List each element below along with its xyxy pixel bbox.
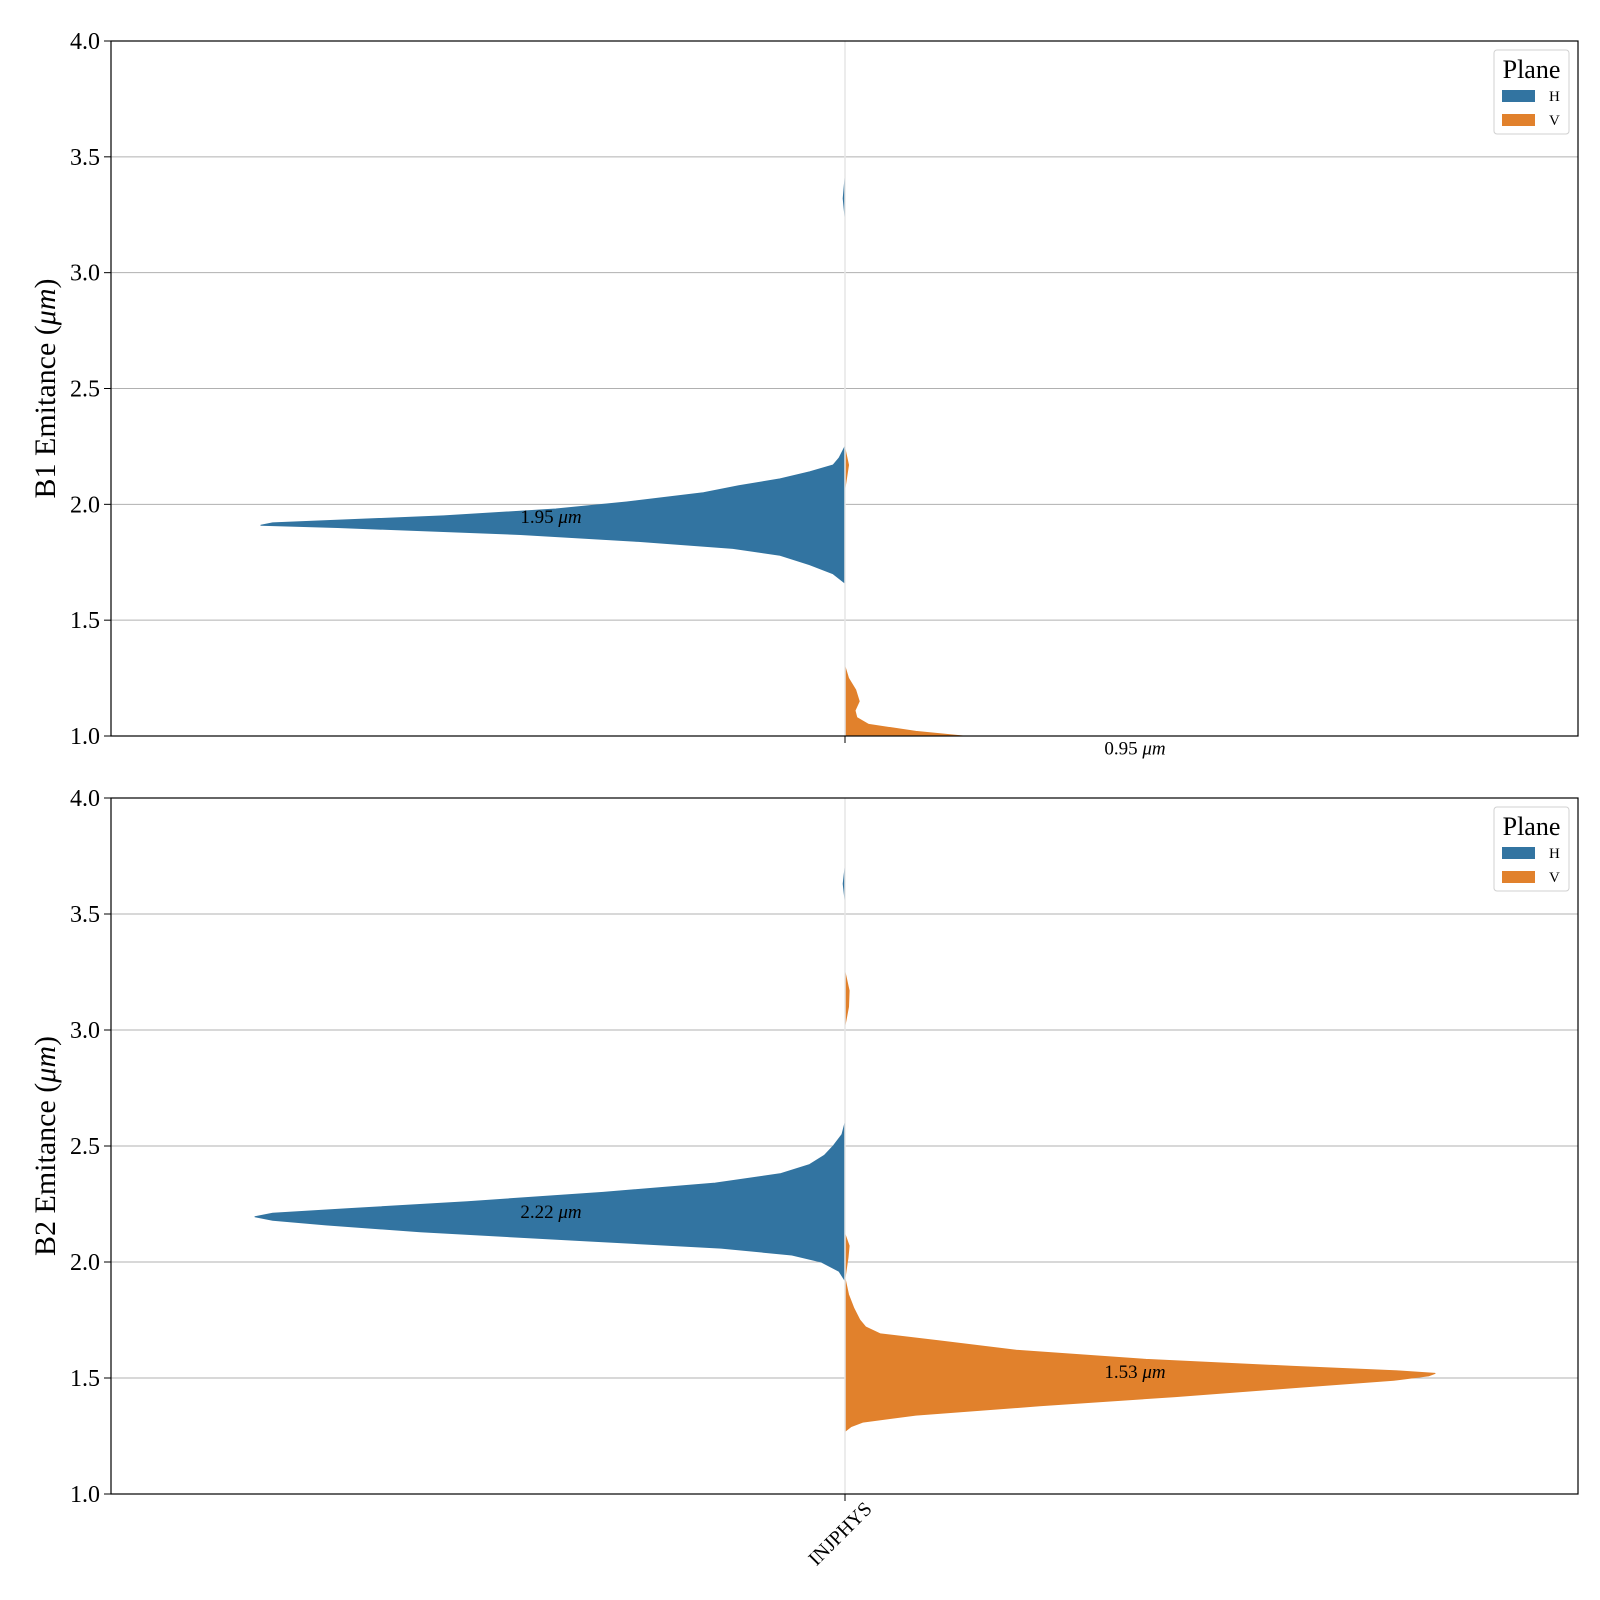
legend-title: Plane: [1503, 55, 1561, 84]
x-tick-label: INJPHYS: [804, 1498, 876, 1570]
median-value: 1.53: [1104, 1362, 1142, 1383]
y-axis-label-close: ): [29, 278, 62, 288]
y-tick-label: 2.5: [70, 1134, 100, 1160]
y-tick-label: 3.0: [70, 261, 100, 287]
legend: Plane HV: [1493, 806, 1570, 892]
panel-b1: 1.01.52.02.53.03.54.0B1 Emitance (μm)1.9…: [29, 29, 1579, 760]
median-value: 1.95: [520, 507, 558, 528]
legend-swatch-h: [1502, 90, 1535, 102]
median-annotation-h: 1.95 μm: [520, 507, 581, 528]
median-unit: μm: [1141, 739, 1165, 760]
y-axis-label: B1 Emitance (μm): [29, 278, 62, 498]
median-unit: μm: [557, 1202, 581, 1223]
legend-label-h: H: [1549, 846, 1560, 862]
median-annotation-v: 0.95 μm: [1104, 739, 1165, 760]
y-tick-label: 4.0: [70, 786, 100, 812]
y-axis-label-unit: μm: [29, 288, 62, 326]
legend-title: Plane: [1503, 812, 1561, 841]
legend-swatch-v: [1502, 871, 1535, 883]
y-axis-label-close: ): [29, 1036, 62, 1046]
violin-v: [844, 448, 969, 736]
y-tick-label: 1.5: [70, 608, 100, 634]
y-axis-label-text: B1 Emitance (: [29, 325, 62, 498]
y-tick-label: 1.5: [70, 1366, 100, 1392]
panel-b2: 1.01.52.02.53.03.54.0B2 Emitance (μm)2.2…: [29, 786, 1579, 1570]
y-tick-label: 1.0: [70, 724, 100, 750]
legend-swatch-h: [1502, 847, 1535, 859]
y-tick-label: 2.5: [70, 377, 100, 403]
y-tick-label: 3.0: [70, 1018, 100, 1044]
y-tick-label: 3.5: [70, 902, 100, 928]
y-tick-label: 2.0: [70, 1250, 100, 1276]
median-annotation-v: 1.53 μm: [1104, 1362, 1165, 1383]
legend-label-v: V: [1549, 113, 1560, 129]
y-tick-label: 4.0: [70, 29, 100, 55]
y-tick-label: 2.0: [70, 492, 100, 518]
y-axis-label-unit: μm: [29, 1046, 62, 1084]
median-unit: μm: [1141, 1362, 1165, 1383]
legend-swatch-v: [1502, 114, 1535, 126]
y-axis-label: B2 Emitance (μm): [29, 1036, 62, 1256]
legend: Plane HV: [1493, 49, 1570, 135]
violin-group: [260, 41, 969, 736]
median-unit: μm: [557, 507, 581, 528]
median-value: 2.22: [520, 1202, 558, 1223]
violin-group: [254, 798, 1436, 1494]
legend-label-v: V: [1549, 870, 1560, 886]
median-annotation-h: 2.22 μm: [520, 1202, 581, 1223]
y-tick-label: 3.5: [70, 145, 100, 171]
y-axis-label-text: B2 Emitance (: [29, 1083, 62, 1256]
legend-label-h: H: [1549, 89, 1560, 105]
y-tick-label: 1.0: [70, 1482, 100, 1508]
median-value: 0.95: [1104, 739, 1142, 760]
